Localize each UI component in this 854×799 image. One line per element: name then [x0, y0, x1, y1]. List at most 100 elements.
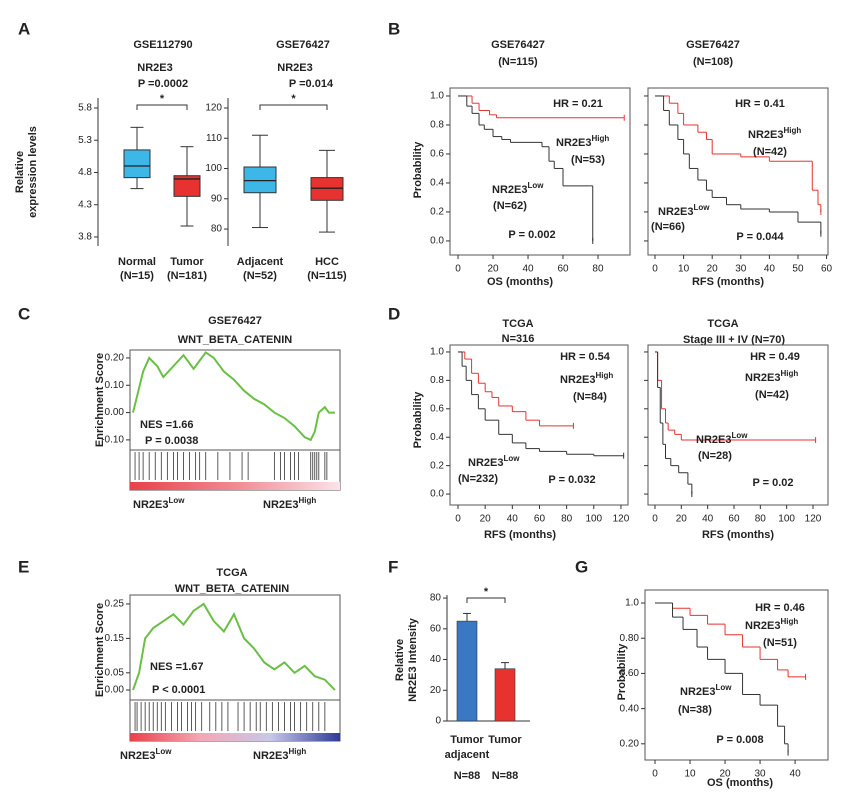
x-tick-label: Normal [118, 256, 156, 268]
y-tick-label: 0.00 [105, 685, 125, 696]
label-base: NR2E3 [696, 434, 731, 446]
x-tick-label: 0 [652, 769, 658, 780]
y-tick-label: 0.8 [430, 120, 444, 131]
bar [494, 668, 516, 722]
y-axis-label: Probability [412, 391, 424, 449]
label: NR2E3Low [680, 683, 732, 698]
label-sup: High [780, 617, 798, 626]
x-tick-label: 20 [487, 264, 499, 275]
y-tick-label: 0.6 [430, 149, 444, 160]
label-base: NR2E3 [748, 129, 783, 141]
y-tick-label: 0.40 [620, 703, 640, 714]
y-tick-label: 0.6 [430, 403, 444, 414]
chart-subtitle: (N=115) [498, 56, 538, 68]
x-tick-label: 10 [678, 264, 690, 275]
legend-count: (N=232) [458, 473, 498, 485]
chart-subtitle: Stage III + IV (N=70) [683, 334, 785, 346]
y-axis-label: NR2E3 Intensity [407, 617, 419, 702]
label-base: NR2E3 [658, 206, 693, 218]
rank-color-bar [130, 733, 340, 741]
y-tick-label: 0.20 [620, 738, 640, 749]
significance: * [160, 93, 165, 105]
legend-count: (N=53) [571, 154, 605, 166]
p-value: P = 0.044 [736, 231, 784, 243]
x-tick-label: 20 [707, 264, 719, 275]
x-axis-label: OS (months) [487, 276, 553, 288]
significance-bracket [136, 104, 188, 110]
label: NR2E3High [560, 371, 613, 386]
label: NR2E3High [556, 134, 609, 149]
x-tick-label: 20 [480, 514, 492, 525]
y-tick-label: 0.60 [620, 668, 640, 679]
chart-subtitle: NR2E3 [137, 62, 172, 74]
chart-subtitle: WNT_BETA_CATENIN [175, 583, 290, 595]
x-tick-label: 60 [534, 514, 546, 525]
y-tick-label: 80 [430, 593, 442, 604]
y-tick-label: 0.0 [430, 489, 444, 500]
x-axis-label: RFS (months) [692, 276, 764, 288]
label: NR2E3Low [468, 454, 520, 469]
y-axis-label: Probability [616, 643, 628, 701]
label: NR2E3Low [658, 203, 710, 218]
y-tick-label: 4.3 [78, 199, 92, 210]
chart-subtitle: NR2E3 [277, 62, 312, 74]
panel-label: E [18, 557, 29, 576]
label-base: NR2E3 [133, 499, 168, 511]
y-axis-label: Enrichment Score [94, 603, 106, 697]
label-base: NR2E3 [556, 137, 591, 149]
x-tick-label: 20 [719, 769, 731, 780]
label-sup: High [595, 371, 613, 380]
hazard-ratio: HR = 0.49 [750, 351, 800, 363]
box [173, 175, 201, 197]
x-tick-label: 30 [755, 769, 767, 780]
enrichment-line [132, 351, 335, 442]
nes: NES =1.67 [150, 661, 204, 673]
label-sup: High [591, 134, 609, 143]
y-tick-label: 0.80 [620, 633, 640, 644]
x-tick-label: adjacent [445, 749, 490, 761]
y-tick-label: 5.3 [78, 135, 92, 146]
p-value: P = 0.002 [508, 229, 555, 241]
label-sup: Low [503, 454, 520, 463]
y-tick-label: 0.4 [430, 178, 444, 189]
y-tick-label: 0.10 [105, 380, 125, 391]
category-count: N=88 [492, 770, 519, 782]
x-tick-label: Tumor [488, 734, 522, 746]
x-tick-label: Tumor [170, 256, 204, 268]
hazard-ratio: HR = 0.41 [735, 98, 785, 110]
category-count: (N=52) [243, 270, 277, 282]
chart-title: GSE76427 [491, 39, 545, 51]
category-count: (N=115) [307, 270, 347, 282]
label-sup: High [783, 126, 801, 135]
legend-count: (N=62) [493, 200, 527, 212]
hazard-ratio: HR = 0.54 [560, 351, 611, 363]
legend-count: (N=51) [763, 637, 797, 649]
panel-label: A [18, 19, 30, 38]
label-sup: Low [693, 203, 710, 212]
label: NR2E3High [748, 126, 801, 141]
y-tick-label: 0.05 [105, 667, 125, 678]
y-tick-label: 0.25 [105, 599, 125, 610]
x-tick-label: 40 [764, 264, 776, 275]
panel-label: C [18, 304, 30, 323]
y-axis-label: Enrichment Score [94, 353, 106, 447]
label: NR2E3Low [696, 431, 748, 446]
plot-frame [449, 87, 631, 256]
label: NR2E3High [745, 617, 798, 632]
label-sup: High [288, 747, 306, 756]
y-tick-label: 0.2 [430, 207, 444, 218]
x-tick-label: 0 [652, 514, 658, 525]
p-value: P < 0.0001 [152, 684, 205, 696]
legend-count: (N=28) [698, 450, 732, 462]
hazard-ratio: HR = 0.21 [553, 98, 603, 110]
panel-label: D [388, 304, 400, 323]
y-tick-label: 0.4 [430, 432, 444, 443]
p-value: P = 0.0038 [145, 435, 198, 447]
chart-title: TCGA [216, 567, 247, 579]
y-tick-label: 120 [205, 103, 222, 114]
x-tick-label: 60 [728, 514, 740, 525]
y-axis-label: Relative [394, 639, 406, 681]
y-tick-label: 1.0 [430, 91, 444, 102]
y-tick-label: 40 [430, 654, 442, 665]
x-tick-label: HCC [315, 256, 339, 268]
